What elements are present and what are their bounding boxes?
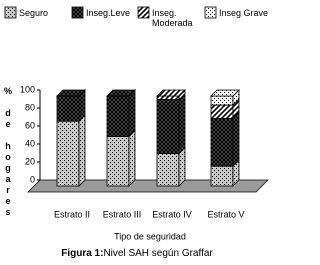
bar-segment xyxy=(56,120,80,187)
y-tick-label: 40 xyxy=(25,138,35,148)
legend-label: Inseg. Moderada xyxy=(152,8,193,28)
bar-segment xyxy=(106,136,130,187)
bar-segment xyxy=(156,153,180,187)
bar-segment-side xyxy=(232,111,240,168)
bar-top xyxy=(56,89,86,97)
x-tick-label: Estrato IV xyxy=(152,209,192,219)
bar-segment-side xyxy=(78,114,86,187)
bar-segment xyxy=(156,95,180,100)
y-tick-label: 100 xyxy=(20,84,35,94)
legend-label: Inseg.Leve xyxy=(86,8,131,18)
bar-segment-side xyxy=(178,146,186,187)
bar-segment xyxy=(210,165,234,187)
bar-segment xyxy=(210,104,234,119)
y-tick-label: 60 xyxy=(25,120,35,130)
y-axis-label: % de hogares xyxy=(3,86,13,218)
bar-segment xyxy=(156,99,180,154)
legend-swatch xyxy=(204,6,217,19)
chart: 0 20 40 60 80 100 Estrato II Estrato III Estrato… xyxy=(4,6,269,259)
chart-title: Nivel SAH según Graffar xyxy=(103,248,213,259)
bar-segment xyxy=(56,95,80,122)
bar-segment xyxy=(106,95,130,137)
legend-label: Inseg Grave xyxy=(219,8,269,18)
bar-segment-side xyxy=(128,89,136,138)
x-tick-label: Estrato V xyxy=(207,209,244,219)
caption-label: Figura 1: xyxy=(61,248,103,259)
y-tick-label: 0 xyxy=(30,174,35,184)
x-tick-label: Estrato II xyxy=(54,209,90,219)
y-tick-label: 80 xyxy=(25,102,35,112)
floor xyxy=(27,179,269,193)
bar-segment xyxy=(210,118,234,167)
y-tick-label: 20 xyxy=(25,156,35,166)
legend-swatch xyxy=(4,6,17,19)
legend-label: Seguro xyxy=(19,8,49,18)
bar-segment-side xyxy=(128,129,136,187)
page: 0 20 40 60 80 100 Estrato II Estrato III Estrato… xyxy=(3,6,269,259)
legend-swatch xyxy=(71,6,84,19)
bar-top xyxy=(210,89,240,97)
x-axis-label: Tipo de seguridad xyxy=(114,231,186,241)
bar-top xyxy=(156,89,186,97)
caption: Figura 1:Nivel SAH según Graffar xyxy=(61,248,213,259)
bar-segment xyxy=(210,95,234,106)
x-tick-label: Estrato III xyxy=(103,209,142,219)
bar-segment-side xyxy=(178,92,186,155)
bar-top xyxy=(106,89,136,97)
legend-swatch xyxy=(137,6,150,19)
